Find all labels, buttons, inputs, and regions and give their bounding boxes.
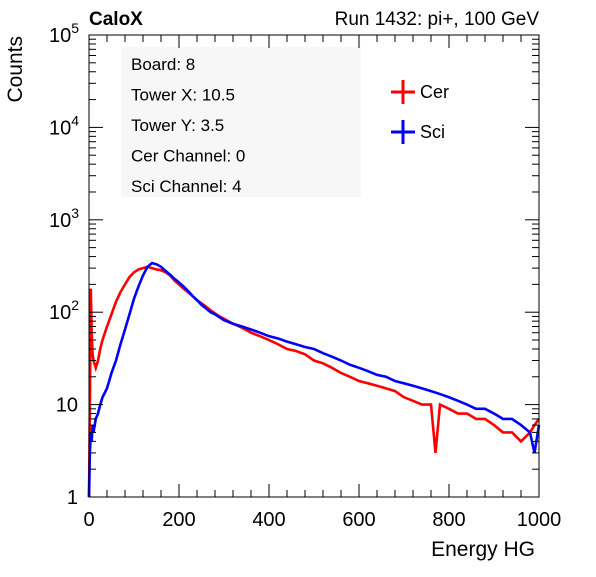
y-tick-label: 104	[49, 112, 79, 139]
legend-item-sci: Sci	[391, 120, 445, 144]
info-line: Sci Channel: 4	[131, 177, 242, 196]
x-tick-label: 800	[432, 509, 465, 531]
info-line: Cer Channel: 0	[131, 147, 245, 166]
x-tick-label: 1000	[517, 509, 562, 531]
y-tick-label: 105	[49, 20, 79, 47]
legend-item-cer: Cer	[391, 80, 449, 104]
legend: Cer Sci	[391, 80, 449, 144]
run-info-label: Run 1432: pi+, 100 GeV	[335, 9, 540, 30]
y-axis-label: Counts	[4, 36, 27, 103]
info-box-background	[121, 47, 361, 197]
y-tick-label: 1	[67, 487, 78, 509]
x-tick-label: 600	[342, 509, 375, 531]
brand-label: CaloX	[89, 9, 143, 30]
y-tick-label: 10	[56, 395, 78, 417]
x-tick-label: 200	[162, 509, 195, 531]
plot-frame	[88, 34, 540, 498]
x-axis-label: Energy HG	[431, 538, 535, 561]
info-box: Board: 8 Tower X: 10.5 Tower Y: 3.5 Cer Cha…	[131, 55, 245, 196]
series-line-sci	[87, 261, 541, 498]
legend-label: Sci	[420, 122, 445, 142]
y-tick-label: 102	[49, 297, 79, 324]
axis-layer: 0 200 400 600 800 1000 1 10 102 103 104 105	[49, 20, 561, 531]
legend-label: Cer	[420, 82, 449, 102]
x-tick-label: 0	[83, 509, 94, 531]
info-line: Board: 8	[131, 55, 195, 74]
x-tick-label: 400	[252, 509, 285, 531]
info-line: Tower Y: 3.5	[131, 116, 224, 135]
y-tick-label: 103	[49, 205, 79, 232]
info-line: Tower X: 10.5	[131, 86, 235, 105]
series-layer	[87, 261, 541, 498]
